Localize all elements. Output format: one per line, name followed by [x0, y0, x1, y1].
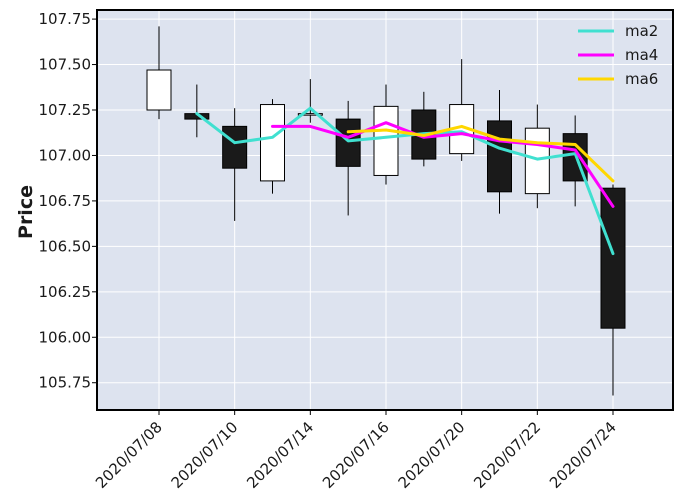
candle-body-up [259, 104, 285, 182]
candle-body-up [297, 113, 323, 116]
candle [373, 84, 399, 185]
candle [524, 104, 550, 209]
candle-body-down [600, 187, 626, 329]
y-tick-label: 106.25 [39, 283, 92, 301]
y-tick-label: 107.50 [39, 56, 92, 74]
ma4-line [271, 121, 615, 208]
candle [335, 100, 361, 216]
candle [600, 184, 626, 396]
y-tick-label: 106.75 [39, 192, 92, 210]
plot-frame [96, 9, 674, 411]
legend-label-ma2: ma2 [625, 22, 658, 40]
y-ticks: 105.75 106.00 106.25 106.50 106.75 107.00 107.… [39, 10, 97, 392]
x-tick-label: 2020/07/14 [243, 418, 317, 492]
moving-averages [195, 106, 615, 256]
y-tick-label: 106.00 [39, 328, 92, 346]
candle [259, 99, 285, 194]
x-tick-label: 2020/07/16 [319, 418, 393, 492]
candle-body-down [222, 125, 248, 169]
x-tick-label: 2020/07/10 [168, 418, 242, 492]
legend-label-ma6: ma6 [625, 70, 658, 88]
x-tick-label: 2020/07/22 [470, 418, 544, 492]
candle [486, 90, 512, 214]
y-tick-label: 107.25 [39, 101, 92, 119]
x-tick-label: 2020/07/08 [92, 418, 166, 492]
candle-body-up [146, 69, 172, 111]
plot-background [97, 10, 673, 410]
x-tick-label: 2020/07/24 [546, 418, 620, 492]
candles [146, 26, 626, 396]
legend-label-ma4: ma4 [625, 46, 658, 64]
candle [297, 79, 323, 123]
x-ticks: 2020/07/08 2020/07/10 2020/07/14 2020/07/16… [92, 410, 620, 492]
candle-body-up [373, 105, 399, 176]
y-tick-label: 107.75 [39, 10, 92, 28]
legend: ma2 ma4 ma6 [578, 22, 658, 88]
candle-body-up [524, 127, 550, 195]
candle-body-down [486, 120, 512, 193]
candle [222, 108, 248, 221]
y-tick-label: 106.50 [39, 237, 92, 255]
ma6-line [346, 124, 615, 183]
y-tick-label: 107.00 [39, 146, 92, 164]
ma2-line [195, 106, 615, 256]
candle-body-down [335, 118, 361, 167]
y-axis-label: Price [15, 185, 37, 239]
candle [146, 26, 172, 120]
y-tick-label: 105.75 [39, 374, 92, 392]
x-tick-label: 2020/07/20 [395, 418, 469, 492]
